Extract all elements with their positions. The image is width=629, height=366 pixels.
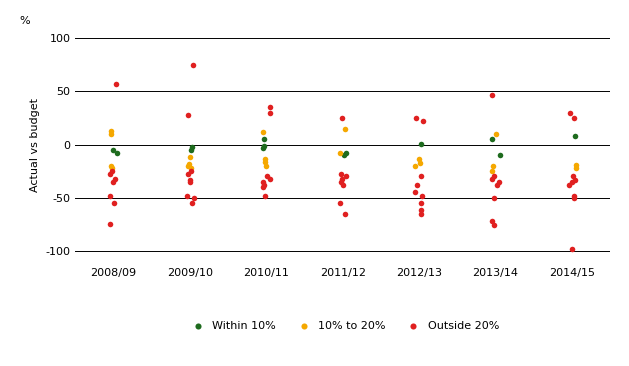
10% to 20% — [410, 163, 420, 169]
Outside 20% — [110, 176, 120, 182]
Outside 20% — [416, 173, 426, 179]
10% to 20% — [184, 161, 194, 167]
Text: %: % — [19, 16, 30, 26]
Outside 20% — [257, 184, 267, 190]
Outside 20% — [410, 190, 420, 195]
Outside 20% — [105, 171, 115, 177]
Within 10% — [570, 133, 580, 139]
Outside 20% — [418, 118, 428, 124]
Within 10% — [259, 136, 269, 142]
Outside 20% — [335, 200, 345, 206]
Outside 20% — [338, 182, 348, 188]
Outside 20% — [259, 182, 269, 188]
Within 10% — [341, 150, 351, 156]
Outside 20% — [340, 211, 350, 217]
Within 10% — [486, 136, 496, 142]
Outside 20% — [411, 115, 421, 121]
Outside 20% — [416, 208, 426, 213]
10% to 20% — [335, 150, 345, 156]
Within 10% — [113, 150, 123, 156]
Within 10% — [338, 152, 348, 158]
Outside 20% — [182, 193, 192, 198]
Within 10% — [187, 144, 197, 150]
Within 10% — [416, 141, 426, 146]
Within 10% — [258, 145, 268, 151]
Y-axis label: Actual vs budget: Actual vs budget — [30, 98, 40, 191]
Outside 20% — [106, 193, 116, 198]
Outside 20% — [265, 104, 275, 110]
10% to 20% — [106, 128, 116, 134]
10% to 20% — [415, 160, 425, 165]
Outside 20% — [189, 195, 199, 201]
10% to 20% — [261, 163, 271, 169]
Outside 20% — [187, 200, 198, 206]
Outside 20% — [340, 173, 350, 179]
Outside 20% — [183, 112, 193, 118]
Outside 20% — [411, 182, 421, 188]
10% to 20% — [186, 165, 196, 171]
Outside 20% — [567, 246, 577, 251]
Outside 20% — [494, 179, 504, 185]
10% to 20% — [571, 162, 581, 168]
10% to 20% — [340, 126, 350, 131]
Outside 20% — [189, 62, 199, 68]
10% to 20% — [185, 154, 195, 160]
10% to 20% — [487, 163, 498, 169]
Outside 20% — [489, 223, 499, 228]
Outside 20% — [104, 221, 114, 227]
10% to 20% — [491, 131, 501, 137]
Outside 20% — [185, 177, 195, 183]
Legend: Within 10%, 10% to 20%, Outside 20%: Within 10%, 10% to 20%, Outside 20% — [182, 317, 504, 336]
Outside 20% — [186, 179, 196, 185]
Outside 20% — [487, 176, 498, 182]
Outside 20% — [487, 92, 497, 98]
Outside 20% — [568, 173, 578, 179]
Outside 20% — [416, 200, 426, 206]
10% to 20% — [259, 129, 269, 135]
Outside 20% — [337, 176, 347, 182]
Outside 20% — [184, 171, 194, 177]
Outside 20% — [265, 176, 275, 182]
Outside 20% — [569, 115, 579, 121]
Outside 20% — [564, 182, 574, 188]
10% to 20% — [106, 163, 116, 169]
Outside 20% — [487, 218, 497, 224]
Outside 20% — [336, 171, 346, 177]
10% to 20% — [415, 157, 425, 163]
Outside 20% — [570, 177, 580, 183]
10% to 20% — [260, 157, 270, 163]
10% to 20% — [107, 165, 117, 171]
Outside 20% — [417, 193, 427, 198]
Within 10% — [259, 143, 269, 149]
Outside 20% — [565, 110, 576, 116]
Within 10% — [494, 152, 504, 158]
Outside 20% — [109, 200, 119, 206]
Outside 20% — [489, 195, 499, 201]
10% to 20% — [106, 131, 116, 137]
10% to 20% — [487, 168, 497, 174]
Outside 20% — [111, 81, 121, 87]
Outside 20% — [260, 193, 270, 198]
Within 10% — [186, 147, 196, 153]
Outside 20% — [262, 173, 272, 179]
Outside 20% — [107, 168, 117, 174]
Outside 20% — [186, 168, 196, 174]
Outside 20% — [337, 115, 347, 121]
Outside 20% — [336, 179, 346, 185]
Outside 20% — [416, 211, 426, 217]
Outside 20% — [265, 110, 275, 116]
Outside 20% — [258, 179, 268, 185]
Outside 20% — [108, 179, 118, 185]
10% to 20% — [183, 163, 193, 169]
10% to 20% — [571, 165, 581, 171]
Outside 20% — [569, 195, 579, 201]
Outside 20% — [569, 193, 579, 198]
Outside 20% — [489, 173, 499, 179]
Outside 20% — [567, 179, 577, 185]
10% to 20% — [260, 158, 270, 164]
Outside 20% — [492, 182, 502, 188]
Within 10% — [108, 147, 118, 153]
